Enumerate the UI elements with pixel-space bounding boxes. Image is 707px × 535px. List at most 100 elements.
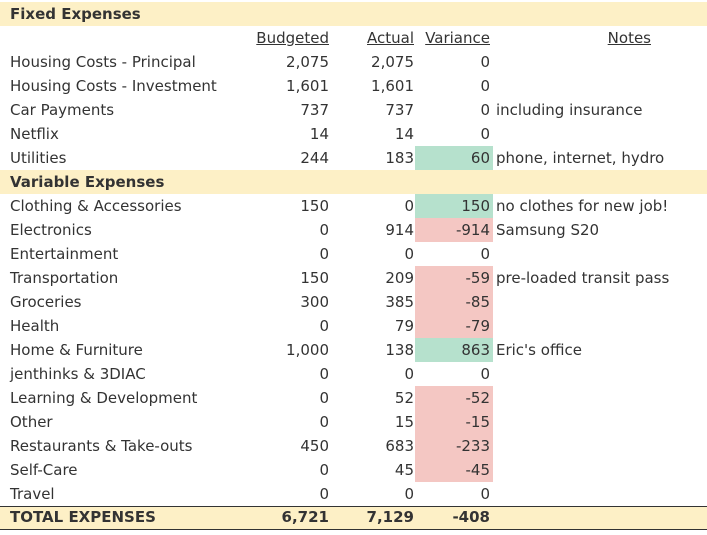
budgeted-cell[interactable]: 0 xyxy=(319,221,329,239)
category-cell[interactable]: Housing Costs - Principal xyxy=(10,53,196,71)
variance-cell[interactable]: 150 xyxy=(415,194,493,218)
note-cell[interactable]: Eric's office xyxy=(496,341,582,359)
note-cell[interactable] xyxy=(496,242,701,266)
actual-cell[interactable]: 737 xyxy=(385,101,414,119)
note-cell[interactable] xyxy=(496,362,701,386)
note-cell[interactable] xyxy=(496,434,701,458)
category-cell[interactable]: Car Payments xyxy=(10,101,115,119)
table-row[interactable]: Groceries 300 385 -85 xyxy=(0,290,707,314)
category-cell[interactable]: Learning & Development xyxy=(10,389,198,407)
note-cell[interactable] xyxy=(496,314,701,338)
table-row[interactable]: Housing Costs - Investment 1,601 1,601 0 xyxy=(0,74,707,98)
table-row[interactable]: Car Payments 737 737 0 including insurance xyxy=(0,98,707,122)
table-row[interactable]: Other 0 15 -15 xyxy=(0,410,707,434)
budgeted-cell[interactable]: 2,075 xyxy=(286,53,329,71)
category-cell[interactable]: Other xyxy=(10,413,53,431)
note-cell[interactable] xyxy=(496,290,701,314)
variance-cell[interactable]: 863 xyxy=(415,338,493,362)
table-row[interactable]: Netflix 14 14 0 xyxy=(0,122,707,146)
budgeted-cell[interactable]: 1,601 xyxy=(286,77,329,95)
budgeted-cell[interactable]: 0 xyxy=(319,245,329,263)
note-cell[interactable] xyxy=(496,410,701,434)
budgeted-cell[interactable]: 300 xyxy=(300,293,329,311)
category-cell[interactable]: Health xyxy=(10,317,60,335)
budgeted-cell[interactable]: 0 xyxy=(319,461,329,479)
category-cell[interactable]: Travel xyxy=(10,485,55,503)
note-cell[interactable]: Samsung S20 xyxy=(496,221,600,239)
note-cell[interactable] xyxy=(496,458,701,482)
table-row[interactable]: Restaurants & Take-outs 450 683 -233 xyxy=(0,434,707,458)
actual-cell[interactable]: 0 xyxy=(404,245,414,263)
note-cell[interactable]: no clothes for new job! xyxy=(496,197,669,215)
note-cell[interactable] xyxy=(496,50,701,74)
actual-cell[interactable]: 52 xyxy=(394,389,414,407)
actual-cell[interactable]: 14 xyxy=(394,125,414,143)
actual-cell[interactable]: 0 xyxy=(404,197,414,215)
actual-cell[interactable]: 1,601 xyxy=(371,77,414,95)
variance-cell[interactable]: -15 xyxy=(415,410,493,434)
table-row[interactable]: Housing Costs - Principal 2,075 2,075 0 xyxy=(0,50,707,74)
category-cell[interactable]: Entertainment xyxy=(10,245,119,263)
table-row[interactable]: Learning & Development 0 52 -52 xyxy=(0,386,707,410)
total-row[interactable]: TOTAL EXPENSES 6,721 7,129 -408 xyxy=(0,506,707,530)
table-row[interactable]: Home & Furniture 1,000 138 863 Eric's office xyxy=(0,338,707,362)
variance-cell[interactable]: -52 xyxy=(415,386,493,410)
actual-cell[interactable]: 45 xyxy=(394,461,414,479)
category-cell[interactable]: Groceries xyxy=(10,293,82,311)
table-row[interactable]: Utilities 244 183 60 phone, internet, hydro xyxy=(0,146,707,170)
table-row[interactable]: Electronics 0 914 -914 Samsung S20 xyxy=(0,218,707,242)
column-header-variance[interactable]: Variance xyxy=(425,29,490,47)
actual-cell[interactable]: 209 xyxy=(385,269,414,287)
section-header-variable[interactable]: Variable Expenses xyxy=(0,170,707,194)
variance-cell[interactable]: 0 xyxy=(480,101,490,119)
actual-cell[interactable]: 79 xyxy=(394,317,414,335)
variance-cell[interactable]: -914 xyxy=(415,218,493,242)
actual-cell[interactable]: 2,075 xyxy=(371,53,414,71)
category-cell[interactable]: Netflix xyxy=(10,125,59,143)
actual-cell[interactable]: 15 xyxy=(394,413,414,431)
category-cell[interactable]: Utilities xyxy=(10,149,67,167)
budgeted-cell[interactable]: 0 xyxy=(319,317,329,335)
table-row[interactable]: Transportation 150 209 -59 pre-loaded transi… xyxy=(0,266,707,290)
table-row[interactable]: Self-Care 0 45 -45 xyxy=(0,458,707,482)
column-header-budgeted[interactable]: Budgeted xyxy=(256,29,329,47)
variance-cell[interactable]: 60 xyxy=(415,146,493,170)
actual-cell[interactable]: 0 xyxy=(404,485,414,503)
budgeted-cell[interactable]: 14 xyxy=(309,125,329,143)
variance-cell[interactable]: -233 xyxy=(415,434,493,458)
actual-cell[interactable]: 183 xyxy=(385,149,414,167)
budgeted-cell[interactable]: 0 xyxy=(319,413,329,431)
budgeted-cell[interactable]: 1,000 xyxy=(286,341,329,359)
category-cell[interactable]: Restaurants & Take-outs xyxy=(10,437,193,455)
variance-cell[interactable]: -85 xyxy=(415,290,493,314)
budgeted-cell[interactable]: 150 xyxy=(300,269,329,287)
budgeted-cell[interactable]: 450 xyxy=(300,437,329,455)
table-row[interactable]: Entertainment 0 0 0 xyxy=(0,242,707,266)
variance-cell[interactable]: -45 xyxy=(415,458,493,482)
table-row[interactable]: Clothing & Accessories 150 0 150 no clothes … xyxy=(0,194,707,218)
column-header-notes[interactable]: Notes xyxy=(607,29,651,47)
note-cell[interactable]: including insurance xyxy=(496,101,643,119)
note-cell[interactable] xyxy=(496,386,701,410)
variance-cell[interactable]: 0 xyxy=(480,245,490,263)
variance-cell[interactable]: 0 xyxy=(480,53,490,71)
table-row[interactable]: Travel 0 0 0 xyxy=(0,482,707,506)
note-cell[interactable] xyxy=(496,74,701,98)
actual-cell[interactable]: 914 xyxy=(385,221,414,239)
variance-cell[interactable]: 0 xyxy=(480,365,490,383)
note-cell[interactable]: phone, internet, hydro xyxy=(496,149,665,167)
variance-cell[interactable]: 0 xyxy=(480,485,490,503)
actual-cell[interactable]: 385 xyxy=(385,293,414,311)
actual-cell[interactable]: 138 xyxy=(385,341,414,359)
actual-cell[interactable]: 0 xyxy=(404,365,414,383)
budgeted-cell[interactable]: 737 xyxy=(300,101,329,119)
category-cell[interactable]: Clothing & Accessories xyxy=(10,197,182,215)
category-cell[interactable]: Transportation xyxy=(10,269,119,287)
budgeted-cell[interactable]: 244 xyxy=(300,149,329,167)
category-cell[interactable]: Electronics xyxy=(10,221,92,239)
column-header-actual[interactable]: Actual xyxy=(367,29,414,47)
category-cell[interactable]: Self-Care xyxy=(10,461,78,479)
budgeted-cell[interactable]: 0 xyxy=(319,485,329,503)
category-cell[interactable]: Housing Costs - Investment xyxy=(10,77,217,95)
actual-cell[interactable]: 683 xyxy=(385,437,414,455)
